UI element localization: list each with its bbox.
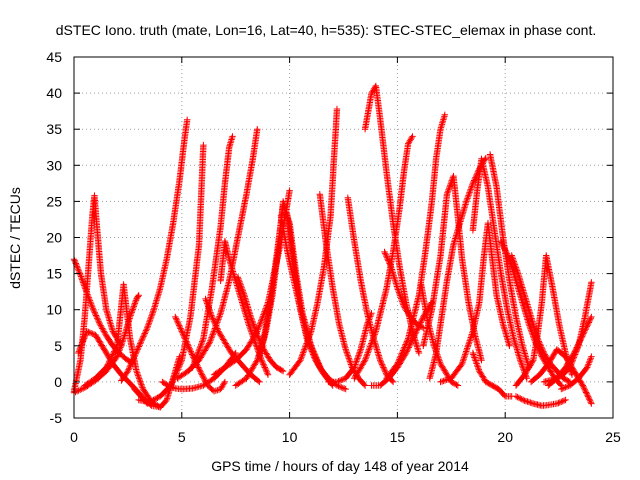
series-30-markers bbox=[426, 154, 489, 382]
series-3-markers bbox=[81, 281, 164, 411]
x-tick-label: 15 bbox=[390, 429, 406, 445]
x-axis-label: GPS time / hours of day 148 of year 2014 bbox=[211, 458, 469, 474]
series-31-markers bbox=[437, 219, 513, 386]
x-tick-label: 5 bbox=[178, 429, 186, 445]
x-tick-label: 0 bbox=[70, 429, 78, 445]
tick-labels: 0 5 10 15 20 25 -5 0 5 10 15 20 25 30 35 40 45 bbox=[46, 49, 621, 445]
series-10-markers bbox=[174, 126, 261, 382]
series-29-markers bbox=[420, 172, 485, 364]
x-tick-label: 20 bbox=[497, 429, 513, 445]
x-tick-label: 25 bbox=[605, 429, 621, 445]
series-35-markers bbox=[512, 393, 569, 409]
y-axis-label: dSTEC / TECUs bbox=[7, 187, 23, 289]
series-38-markers bbox=[512, 252, 576, 389]
series-41-markers bbox=[545, 313, 595, 389]
y-tick-label: 10 bbox=[46, 302, 62, 318]
series-19-markers bbox=[286, 105, 341, 378]
data-points bbox=[70, 82, 595, 411]
y-tick-label: 0 bbox=[54, 374, 62, 390]
series-25-markers bbox=[381, 248, 427, 331]
series-36-markers bbox=[497, 237, 565, 389]
axis-ticks bbox=[73, 56, 614, 419]
y-tick-label: -5 bbox=[50, 410, 63, 426]
series-27-markers bbox=[383, 111, 448, 382]
y-tick-label: 35 bbox=[46, 121, 62, 137]
y-tick-label: 20 bbox=[46, 230, 62, 246]
y-tick-label: 5 bbox=[54, 338, 62, 354]
series-42-markers bbox=[558, 353, 595, 393]
series-9-markers bbox=[172, 313, 229, 395]
y-tick-label: 40 bbox=[46, 85, 62, 101]
series-1-markers bbox=[70, 192, 125, 395]
series-6-markers bbox=[118, 116, 191, 384]
y-tick-label: 15 bbox=[46, 266, 62, 282]
y-tick-label: 25 bbox=[46, 193, 62, 209]
series-7-markers bbox=[135, 141, 207, 406]
series-13-markers bbox=[217, 237, 272, 378]
chart-title: dSTEC Iono. truth (mate, Lon=16, Lat=40,… bbox=[56, 22, 596, 38]
series-34-markers bbox=[469, 349, 515, 400]
series-22-markers bbox=[344, 194, 397, 386]
series-24-markers bbox=[351, 133, 416, 382]
y-tick-label: 30 bbox=[46, 157, 62, 173]
series-11-markers bbox=[189, 133, 236, 371]
x-tick-label: 10 bbox=[282, 429, 298, 445]
y-tick-label: 45 bbox=[46, 49, 62, 65]
series-32-markers bbox=[469, 155, 530, 382]
